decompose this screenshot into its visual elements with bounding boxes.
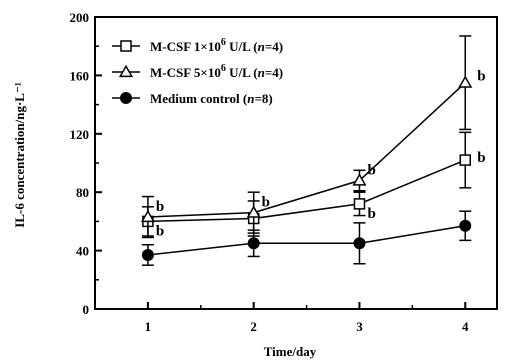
x-tick-label: 3 <box>356 319 363 334</box>
x-tick-label: 2 <box>250 319 257 334</box>
y-tick-label: 120 <box>70 127 90 142</box>
circle-marker <box>141 248 154 261</box>
triangle-marker <box>118 64 134 78</box>
square-marker <box>353 198 366 210</box>
legend-item: Medium control (n=8) <box>112 91 273 106</box>
y-tick-label: 200 <box>70 10 90 25</box>
square-marker <box>459 154 472 166</box>
legend-item: M-CSF 1×106 U/L (n=4) <box>112 37 283 54</box>
y-tick-label: 160 <box>70 68 90 83</box>
circle-marker <box>353 237 366 250</box>
significance-annotation: b <box>367 206 375 222</box>
series-2: b bbb <box>140 35 486 239</box>
significance-annotation: b <box>477 150 485 166</box>
significance-annotation: b <box>156 223 164 239</box>
y-axis-title: IL-6 concentration/ng·L⁻¹ <box>12 82 27 228</box>
legend-label: M-CSF 5×106 U/L (n=4) <box>150 63 283 80</box>
x-tick-label: 1 <box>145 319 152 334</box>
significance-annotation: b <box>477 69 485 85</box>
circle-marker <box>459 219 472 232</box>
triangle-marker <box>352 173 367 186</box>
series-line <box>147 159 466 223</box>
series-1: bbb <box>141 131 486 239</box>
x-tick-label: 4 <box>462 319 469 334</box>
legend: M-CSF 1×106 U/L (n=4) M-CSF 5×106 U/L (n=… <box>112 37 283 106</box>
y-tick-label: 80 <box>76 185 89 200</box>
series-3 <box>141 210 472 266</box>
triangle-marker <box>140 209 155 223</box>
legend-label: Medium control (n=8) <box>150 91 273 106</box>
circle-marker <box>247 237 260 250</box>
legend-label: M-CSF 1×106 U/L (n=4) <box>150 37 283 54</box>
legend-item: M-CSF 5×106 U/L (n=4) <box>112 63 283 80</box>
y-tick-label: 0 <box>83 302 90 317</box>
square-marker <box>120 40 132 52</box>
circle-marker <box>120 92 132 104</box>
significance-annotation: b <box>367 163 375 179</box>
axes: 0 40 80 120 160 200 1 2 3 4 <box>70 10 498 334</box>
x-axis-title: Time/day <box>264 344 317 359</box>
significance-annotation: b <box>262 195 270 211</box>
triangle-marker <box>458 75 473 88</box>
triangle-marker <box>246 205 261 218</box>
series-line <box>147 82 466 218</box>
series-line <box>147 225 466 256</box>
plot-frame <box>94 16 498 310</box>
significance-annotation: b <box>156 199 164 215</box>
y-tick-label: 40 <box>76 244 89 259</box>
